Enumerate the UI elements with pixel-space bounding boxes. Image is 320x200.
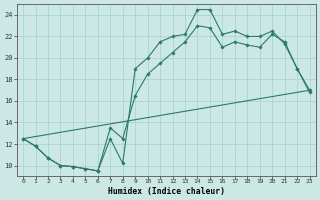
- X-axis label: Humidex (Indice chaleur): Humidex (Indice chaleur): [108, 187, 225, 196]
